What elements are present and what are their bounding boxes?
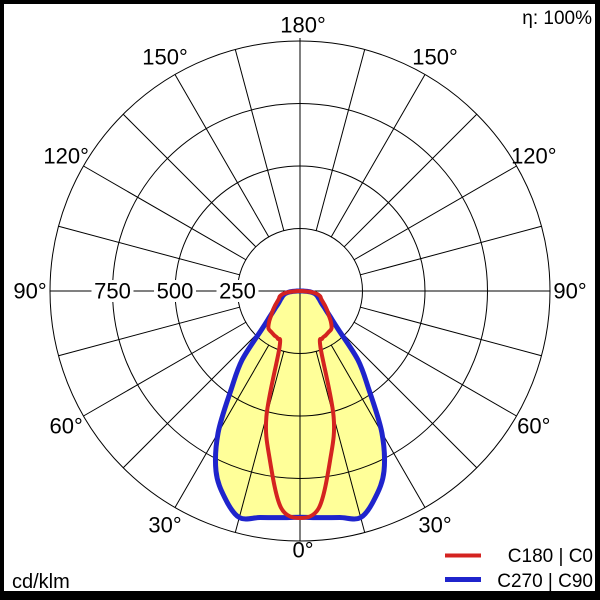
legend-label-c180-c0: C180 | C0 — [508, 546, 593, 567]
grid-spoke-150 — [330, 74, 426, 238]
grid-spoke-300 — [83, 321, 247, 417]
radial-tick-bg-250 — [216, 280, 259, 302]
angle-label-60-left: 60° — [50, 414, 83, 439]
radial-tick-label-750: 750 — [94, 279, 131, 304]
grid-spoke-345 — [234, 351, 285, 533]
grid-spoke-60 — [353, 321, 517, 417]
border-left — [0, 0, 4, 600]
angle-label-30-right: 30° — [418, 512, 451, 537]
grid-spoke-240 — [83, 165, 247, 261]
curve-c180-c0 — [263, 289, 337, 520]
radial-tick-bg-750 — [91, 280, 134, 302]
border-top — [0, 0, 600, 4]
border-bottom — [0, 591, 600, 600]
grid-spoke-165 — [315, 49, 366, 231]
border-right — [595, 0, 600, 600]
grid-spoke-45 — [343, 334, 478, 469]
grid-spoke-75 — [360, 306, 542, 357]
grid-spoke-255 — [58, 225, 240, 276]
grid-spoke-285 — [58, 306, 240, 357]
grid-spoke-210 — [174, 74, 270, 238]
angle-label-90-right: 90° — [553, 279, 586, 304]
angle-label-150-right: 150° — [412, 45, 458, 70]
radial-tick-label-250: 250 — [219, 279, 256, 304]
legend: C180 | C0 C270 | C90 — [445, 546, 593, 592]
grid-spoke-120 — [353, 165, 517, 261]
radial-tick-label-500: 500 — [157, 279, 194, 304]
grid-spoke-105 — [360, 225, 542, 276]
radial-tick-bg-500 — [154, 280, 196, 302]
legend-label-c270-c90: C270 | C90 — [497, 571, 593, 592]
efficiency-label: η: 100% — [522, 8, 592, 29]
angle-label-0: 0° — [292, 538, 313, 563]
grid-spoke-225 — [122, 113, 257, 248]
grid-spoke-315 — [122, 334, 257, 469]
unit-label: cd/klm — [12, 571, 70, 593]
angle-label-150-left: 150° — [142, 45, 188, 70]
angle-label-90-left: 90° — [13, 279, 46, 304]
grid-spoke-15 — [315, 351, 366, 533]
angle-label-60-right: 60° — [517, 414, 550, 439]
angle-label-30-left: 30° — [148, 512, 181, 537]
grid-spoke-195 — [234, 49, 285, 231]
angle-label-180: 180° — [280, 13, 326, 38]
grid-spoke-135 — [343, 113, 478, 248]
angle-label-120-left: 120° — [43, 144, 89, 169]
angle-label-120-right: 120° — [511, 144, 557, 169]
